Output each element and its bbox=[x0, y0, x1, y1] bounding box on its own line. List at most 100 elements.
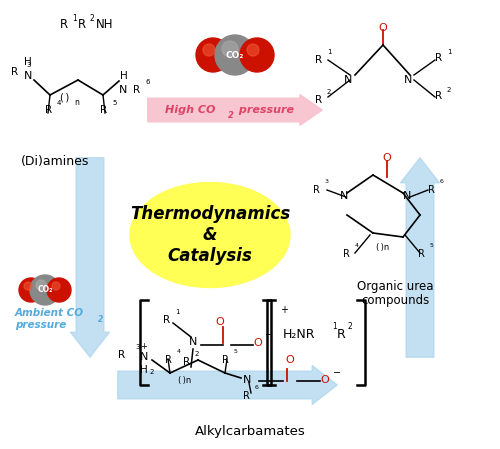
Text: 2: 2 bbox=[228, 111, 234, 120]
Circle shape bbox=[240, 38, 274, 72]
Text: 3: 3 bbox=[26, 62, 30, 68]
Circle shape bbox=[24, 282, 32, 290]
Circle shape bbox=[222, 41, 238, 57]
Text: pressure: pressure bbox=[235, 105, 294, 115]
Text: N: N bbox=[340, 191, 348, 201]
Text: R: R bbox=[337, 328, 346, 341]
Text: O: O bbox=[382, 153, 392, 163]
Text: pressure: pressure bbox=[15, 320, 66, 330]
Circle shape bbox=[19, 278, 43, 302]
Text: R: R bbox=[133, 85, 140, 95]
Text: N: N bbox=[243, 375, 252, 385]
Text: O: O bbox=[253, 338, 262, 348]
Circle shape bbox=[215, 35, 255, 75]
Text: 3: 3 bbox=[325, 179, 329, 184]
Text: R: R bbox=[428, 185, 435, 195]
Text: N: N bbox=[189, 337, 198, 347]
Text: 6: 6 bbox=[255, 385, 259, 390]
Text: R: R bbox=[418, 249, 425, 259]
Text: 1: 1 bbox=[447, 49, 452, 55]
Text: n: n bbox=[74, 98, 79, 107]
Text: Alkylcarbamates: Alkylcarbamates bbox=[194, 425, 306, 438]
Text: R: R bbox=[100, 105, 107, 115]
Text: R: R bbox=[435, 53, 442, 63]
Text: ( )n: ( )n bbox=[178, 376, 191, 385]
Text: 1: 1 bbox=[327, 49, 332, 55]
Circle shape bbox=[52, 282, 60, 290]
Text: 1: 1 bbox=[332, 322, 337, 331]
Text: −: − bbox=[265, 330, 273, 340]
Text: R: R bbox=[163, 315, 170, 325]
Text: R: R bbox=[243, 391, 250, 401]
Text: N: N bbox=[24, 71, 32, 81]
Text: R: R bbox=[11, 67, 18, 77]
Text: compounds: compounds bbox=[361, 294, 429, 307]
Circle shape bbox=[47, 278, 71, 302]
FancyArrowPatch shape bbox=[118, 365, 337, 405]
Circle shape bbox=[30, 275, 60, 305]
Text: N: N bbox=[344, 75, 352, 85]
Text: +: + bbox=[280, 305, 288, 315]
FancyArrowPatch shape bbox=[148, 95, 322, 125]
Text: Organic urea: Organic urea bbox=[357, 280, 433, 293]
Text: 2: 2 bbox=[150, 369, 154, 375]
Text: 2: 2 bbox=[348, 322, 353, 331]
Text: R: R bbox=[60, 18, 68, 31]
Text: 5: 5 bbox=[112, 100, 116, 106]
Text: 5: 5 bbox=[430, 243, 434, 248]
Text: 3: 3 bbox=[135, 344, 140, 350]
Text: R: R bbox=[165, 355, 172, 365]
Text: R: R bbox=[435, 91, 442, 101]
Text: 4: 4 bbox=[177, 349, 181, 354]
Text: O: O bbox=[285, 355, 294, 365]
Text: R: R bbox=[315, 95, 322, 105]
Text: H: H bbox=[24, 57, 32, 67]
Ellipse shape bbox=[130, 182, 290, 287]
Text: N: N bbox=[403, 191, 411, 201]
Text: Ambient CO: Ambient CO bbox=[15, 308, 84, 318]
Text: R: R bbox=[118, 350, 125, 360]
Text: R: R bbox=[222, 355, 229, 365]
Text: 5: 5 bbox=[234, 349, 238, 354]
FancyArrowPatch shape bbox=[70, 158, 110, 357]
Text: N: N bbox=[140, 352, 148, 362]
Text: N: N bbox=[404, 75, 412, 85]
Text: R: R bbox=[315, 55, 322, 65]
Text: O: O bbox=[216, 317, 224, 327]
Text: CO₂: CO₂ bbox=[226, 50, 244, 60]
Text: 1: 1 bbox=[175, 309, 180, 315]
Text: CO₂: CO₂ bbox=[37, 286, 53, 295]
Text: 2: 2 bbox=[327, 89, 332, 95]
Text: ( )n: ( )n bbox=[376, 243, 390, 252]
Circle shape bbox=[36, 280, 46, 290]
Text: H₂NR: H₂NR bbox=[283, 328, 316, 341]
Text: 1: 1 bbox=[72, 14, 77, 23]
Text: O: O bbox=[320, 375, 329, 385]
Text: +: + bbox=[140, 342, 147, 351]
Text: O: O bbox=[378, 23, 388, 33]
FancyArrowPatch shape bbox=[400, 158, 440, 357]
Text: High CO: High CO bbox=[165, 105, 216, 115]
Text: (Di)amines: (Di)amines bbox=[21, 155, 89, 168]
Circle shape bbox=[196, 38, 230, 72]
Text: Thermodynamics
&
Catalysis: Thermodynamics & Catalysis bbox=[130, 205, 290, 265]
Text: 4: 4 bbox=[355, 243, 359, 248]
Text: R: R bbox=[183, 357, 190, 367]
Text: 2: 2 bbox=[98, 315, 103, 324]
Text: NH: NH bbox=[96, 18, 114, 31]
Text: R: R bbox=[45, 105, 52, 115]
Text: ( ): ( ) bbox=[60, 93, 69, 103]
Text: H: H bbox=[140, 365, 148, 375]
Text: R: R bbox=[343, 249, 350, 259]
Text: R: R bbox=[78, 18, 86, 31]
Circle shape bbox=[203, 44, 215, 56]
Circle shape bbox=[247, 44, 259, 56]
Text: N: N bbox=[119, 85, 128, 95]
Text: H: H bbox=[120, 71, 128, 81]
Text: 2: 2 bbox=[195, 351, 200, 357]
Text: 6: 6 bbox=[440, 179, 444, 184]
Text: R: R bbox=[313, 185, 320, 195]
Text: 2: 2 bbox=[90, 14, 95, 23]
Text: −: − bbox=[333, 368, 341, 378]
Text: 4: 4 bbox=[57, 100, 62, 106]
